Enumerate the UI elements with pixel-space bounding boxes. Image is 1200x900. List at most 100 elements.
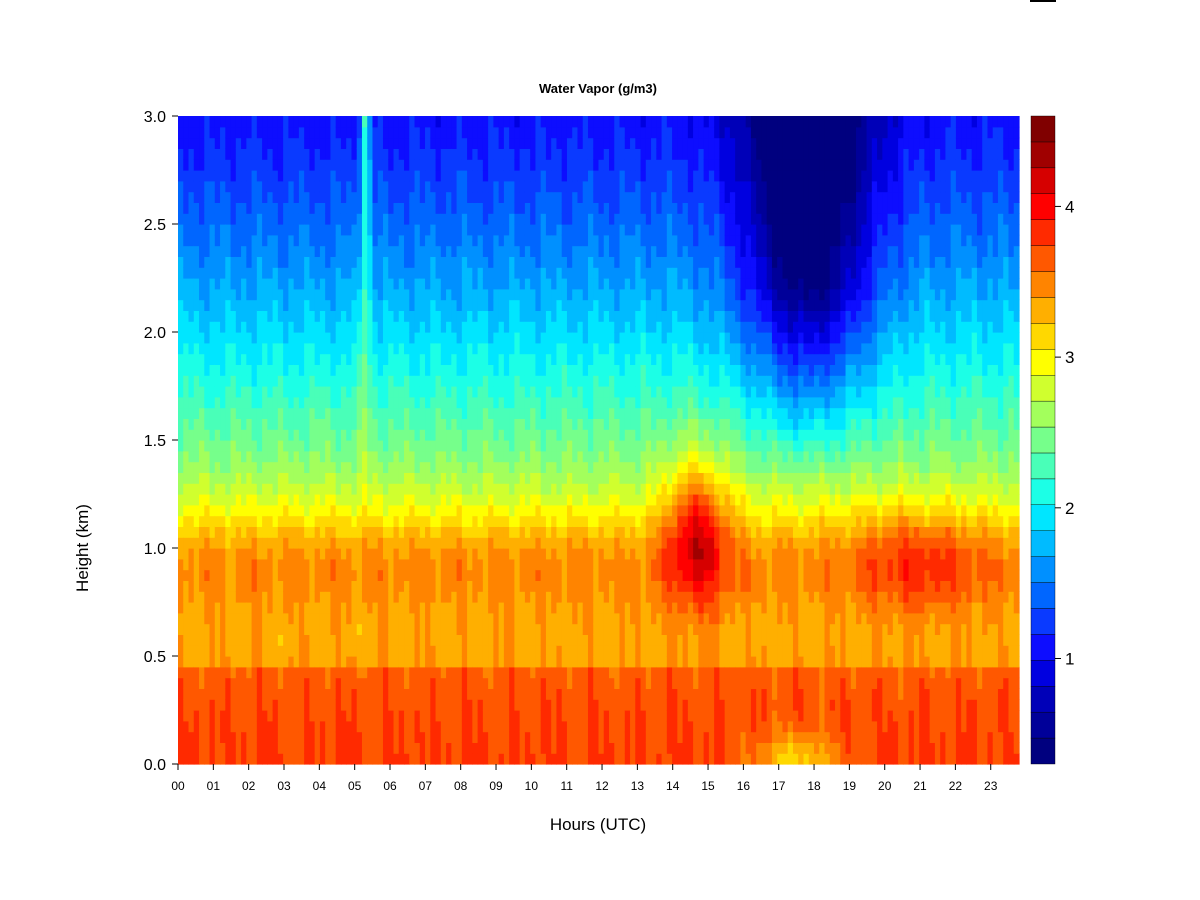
heatmap-cell: [535, 440, 542, 452]
heatmap-cell: [603, 288, 610, 301]
heatmap-cell: [482, 472, 489, 484]
heatmap-cell: [404, 116, 410, 128]
heatmap-cell: [545, 515, 552, 527]
heatmap-cell: [225, 299, 232, 311]
heatmap-cell: [377, 418, 384, 430]
heatmap-cell: [214, 731, 221, 743]
heatmap-cell: [188, 634, 195, 646]
heatmap-cell: [514, 494, 521, 506]
heatmap-cell: [498, 148, 505, 160]
heatmap-cell: [220, 450, 226, 463]
heatmap-cell: [293, 537, 300, 549]
heatmap-cell: [519, 202, 526, 214]
heatmap-cell: [214, 591, 221, 603]
heatmap-cell: [472, 342, 479, 355]
heatmap-cell: [446, 299, 452, 311]
heatmap-cell: [262, 753, 268, 765]
heatmap-cell: [509, 623, 515, 635]
heatmap-cell: [414, 310, 421, 322]
heatmap-cell: [272, 321, 279, 333]
heatmap-cell: [598, 515, 605, 527]
heatmap-cell: [267, 180, 274, 193]
heatmap-cell: [603, 245, 610, 257]
heatmap-cell: [199, 299, 205, 311]
heatmap-cell: [204, 710, 211, 722]
heatmap-cell: [283, 731, 289, 743]
heatmap-cell: [566, 418, 573, 430]
heatmap-cell: [262, 450, 268, 463]
heatmap-cell: [603, 353, 610, 365]
heatmap-cell: [598, 224, 605, 236]
heatmap-cell: [419, 191, 426, 203]
heatmap-cell: [488, 429, 494, 441]
heatmap-cell: [314, 710, 321, 722]
heatmap-cell: [556, 634, 563, 646]
heatmap-cell: [188, 342, 195, 355]
heatmap-cell: [414, 213, 421, 225]
heatmap-cell: [609, 202, 615, 214]
heatmap-cell: [319, 580, 326, 592]
heatmap-cell: [566, 450, 573, 463]
heatmap-cell: [519, 612, 526, 625]
heatmap-cell: [545, 461, 552, 473]
heatmap-cell: [178, 429, 184, 441]
heatmap-cell: [356, 494, 363, 506]
heatmap-cell: [493, 504, 500, 517]
heatmap-cell: [319, 634, 326, 646]
heatmap-cell: [419, 645, 426, 657]
heatmap-cell: [377, 580, 384, 592]
heatmap-cell: [430, 472, 437, 484]
heatmap-cell: [566, 310, 573, 322]
heatmap-cell: [477, 407, 484, 419]
heatmap-cell: [230, 278, 237, 290]
heatmap-cell: [393, 396, 400, 409]
heatmap-cell: [477, 699, 484, 711]
heatmap-cell: [309, 483, 316, 495]
heatmap-cell: [304, 126, 311, 139]
heatmap-cell: [598, 288, 605, 301]
heatmap-cell: [272, 677, 279, 689]
heatmap-cell: [388, 720, 395, 733]
heatmap-cell: [540, 548, 547, 560]
heatmap-cell: [325, 126, 332, 139]
heatmap-cell: [561, 418, 568, 430]
heatmap-cell: [514, 580, 521, 592]
heatmap-cell: [398, 612, 405, 625]
heatmap-cell: [519, 126, 526, 139]
heatmap-cell: [498, 299, 505, 311]
heatmap-cell: [225, 472, 232, 484]
heatmap-cell: [472, 548, 479, 560]
heatmap-cell: [199, 191, 205, 203]
heatmap-cell: [577, 569, 584, 581]
heatmap-cell: [188, 602, 195, 614]
heatmap-cell: [241, 170, 247, 182]
heatmap-cell: [367, 429, 374, 441]
heatmap-cell: [414, 742, 421, 754]
heatmap-cell: [514, 418, 521, 430]
heatmap-cell: [577, 548, 584, 560]
heatmap-cell: [435, 742, 442, 754]
heatmap-cell: [251, 731, 258, 743]
heatmap-cell: [319, 321, 326, 333]
heatmap-cell: [351, 321, 358, 333]
heatmap-cell: [524, 602, 531, 614]
heatmap-cell: [551, 742, 558, 754]
heatmap-cell: [414, 364, 421, 376]
heatmap-cell: [482, 159, 489, 171]
heatmap-cell: [440, 170, 447, 182]
heatmap-cell: [214, 342, 221, 355]
heatmap-cell: [545, 375, 552, 387]
heatmap-cell: [582, 418, 589, 430]
heatmap-cell: [214, 245, 221, 257]
heatmap-cell: [262, 170, 268, 182]
heatmap-cell: [514, 753, 521, 765]
heatmap-cell: [509, 418, 515, 430]
heatmap-cell: [551, 515, 558, 527]
heatmap-cell: [519, 234, 526, 247]
heatmap-cell: [540, 580, 547, 592]
heatmap-cell: [509, 170, 515, 182]
heatmap-cell: [209, 213, 216, 225]
heatmap-cell: [388, 407, 395, 419]
heatmap-cell: [519, 472, 526, 484]
heatmap-cell: [551, 580, 558, 592]
